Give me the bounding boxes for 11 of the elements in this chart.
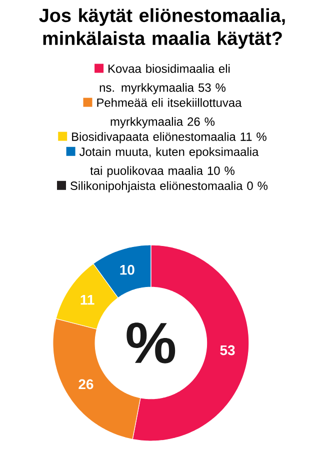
data-label: 11 xyxy=(80,294,94,305)
legend-label: Silikonipohjaista eliönestomaalia 0 % xyxy=(70,181,268,192)
legend-label: Pehmeää eli itsekiillottuvaa myrkkymaalia 26 % xyxy=(97,98,242,128)
chart-title: Jos käytät eliönestomaalia, minkälaista maalia käytät? xyxy=(39,8,285,49)
legend-label: Kovaa biosidimaalia eli ns. myrkkymaalia 53 % xyxy=(100,64,230,94)
data-label: 53 xyxy=(220,345,235,356)
data-label: 10 xyxy=(120,264,134,275)
data-label: 26 xyxy=(78,379,94,390)
legend-label: Jotain muuta, kuten epoksimaalia tai puolikovaa maalia 10 % xyxy=(79,147,259,178)
legend-label: Biosidivapaata eliönestomaalia 11 % xyxy=(72,132,266,144)
text: % xyxy=(126,322,176,364)
